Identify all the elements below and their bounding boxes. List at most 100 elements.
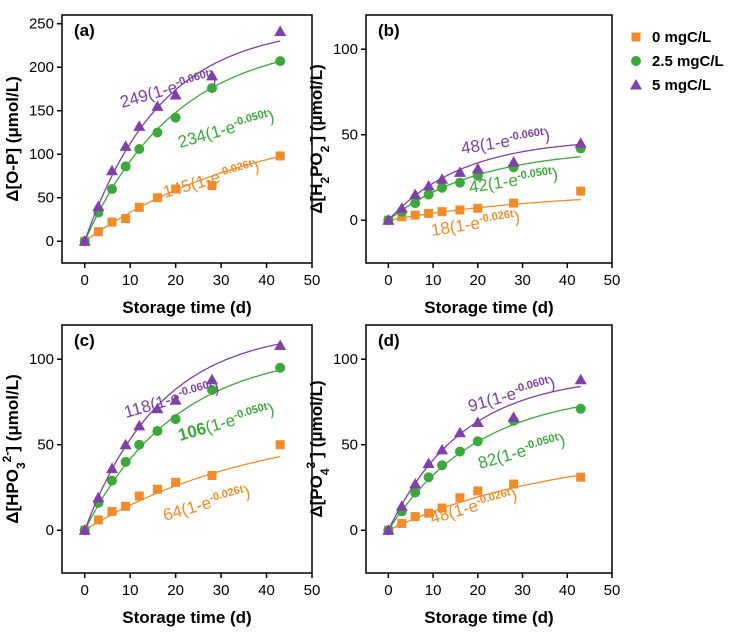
- y-axis-title-part: PO: [307, 152, 326, 177]
- data-point: [437, 503, 447, 513]
- data-point: [410, 198, 421, 209]
- data-point: [93, 227, 103, 237]
- data-point: [134, 491, 144, 501]
- data-point: [509, 198, 519, 208]
- data-point: [382, 524, 395, 535]
- legend-marker: [631, 56, 641, 66]
- x-tick-label: 10: [122, 272, 139, 289]
- x-tick-label: 50: [304, 272, 321, 289]
- legend-marker: [630, 79, 642, 90]
- data-point: [453, 166, 466, 177]
- data-point: [424, 508, 434, 518]
- data-point: [436, 443, 449, 455]
- data-point: [171, 477, 181, 487]
- data-point: [473, 203, 483, 213]
- x-tick-label: 0: [81, 272, 89, 289]
- data-point: [437, 207, 447, 217]
- fit-label-coef: 145(1-e: [161, 167, 223, 201]
- data-point: [275, 362, 286, 373]
- fit-label-coef: 249(1-e: [118, 77, 180, 111]
- fit-curve-5: [84, 40, 281, 242]
- data-point: [436, 173, 449, 184]
- y-axis-title-part: 2-: [0, 452, 14, 463]
- y-tick-label: 50: [37, 437, 54, 454]
- data-point: [455, 493, 465, 503]
- fit-label-close: ): [513, 207, 522, 227]
- data-point: [133, 419, 146, 431]
- y-tick-label: 0: [46, 522, 54, 539]
- data-point: [170, 414, 181, 425]
- x-tick-label: 0: [81, 582, 89, 599]
- data-point: [423, 472, 434, 483]
- data-point: [92, 491, 105, 503]
- fit-curve-2_5: [84, 369, 281, 531]
- data-point: [170, 112, 181, 123]
- fit-equation-label: 234(1-e-0.050t): [176, 106, 277, 152]
- data-point: [152, 426, 163, 437]
- y-tick-label: 0: [350, 212, 358, 229]
- data-point: [454, 446, 465, 457]
- fit-label-close: ): [551, 164, 560, 184]
- y-tick-label: 0: [350, 522, 358, 539]
- x-axis-title: Storage time (d): [122, 608, 251, 627]
- fit-label-coef: 82(1-e: [476, 441, 528, 473]
- y-tick-label: 100: [333, 41, 358, 58]
- fit-label-exponent: -0.060t: [508, 126, 545, 143]
- y-axis-title-part: 2: [318, 145, 332, 152]
- legend-item: 2.5 mgC/L: [631, 53, 724, 70]
- fit-label-close: ): [210, 377, 221, 397]
- fit-curve-0: [388, 198, 581, 221]
- x-axis-title: Storage time (d): [424, 608, 553, 627]
- y-tick-label: 50: [341, 127, 358, 144]
- fit-curve-0: [84, 155, 281, 242]
- fit-label-exponent: -0.050t: [232, 401, 269, 422]
- fit-label-exponent: -0.026t: [208, 483, 245, 504]
- fit-curve-5: [84, 343, 281, 531]
- data-point: [151, 402, 164, 414]
- data-point: [576, 186, 586, 196]
- x-tick-label: 0: [384, 272, 392, 289]
- x-axis-title: Storage time (d): [424, 298, 553, 317]
- data-point: [121, 501, 131, 511]
- data-point: [207, 83, 217, 94]
- data-point: [121, 214, 131, 224]
- y-axis-title-part: 2: [318, 177, 332, 184]
- data-point: [207, 181, 217, 191]
- data-point: [134, 144, 145, 155]
- x-tick-label: 20: [469, 582, 486, 599]
- legend-label: 5 mgC/L: [652, 77, 711, 94]
- data-point: [152, 193, 162, 203]
- fit-equation-label: 64(1-e-0.026t): [161, 482, 252, 525]
- x-tick-label: 20: [167, 272, 184, 289]
- y-tick-label: 50: [341, 437, 358, 454]
- x-tick-label: 30: [213, 582, 230, 599]
- data-point: [151, 100, 164, 111]
- plot-frame: [61, 324, 313, 574]
- legend-label: 2.5 mgC/L: [652, 53, 724, 70]
- fit-curve-5: [387, 385, 581, 531]
- y-axis-title: Δ[PO43-] (μmol/L): [304, 380, 332, 517]
- x-tick-label: 10: [425, 272, 442, 289]
- data-point: [471, 416, 484, 427]
- data-point: [576, 472, 586, 482]
- fit-label-exponent: -0.060t: [174, 68, 211, 89]
- fit-label-close: ): [266, 399, 277, 419]
- x-tick-label: 40: [559, 582, 576, 599]
- y-axis-title-part: 4: [318, 468, 332, 475]
- data-point: [397, 518, 407, 528]
- fit-curve-5: [387, 143, 581, 221]
- data-point: [574, 137, 587, 148]
- x-tick-label: 20: [469, 272, 486, 289]
- fit-label-coef: 234(1-e: [176, 117, 238, 151]
- x-tick-label: 40: [258, 582, 275, 599]
- data-point: [382, 214, 395, 225]
- fit-label-close: ): [266, 106, 277, 126]
- data-point: [152, 127, 163, 138]
- fit-label-close: ): [557, 430, 568, 450]
- panel-label: (a): [74, 21, 95, 40]
- y-axis-title-part: -: [304, 142, 318, 146]
- y-axis-title: Δ[HPO32-] (μmol/L): [0, 374, 28, 524]
- y-tick-label: 100: [333, 351, 358, 368]
- data-point: [275, 440, 285, 450]
- data-point: [275, 151, 285, 161]
